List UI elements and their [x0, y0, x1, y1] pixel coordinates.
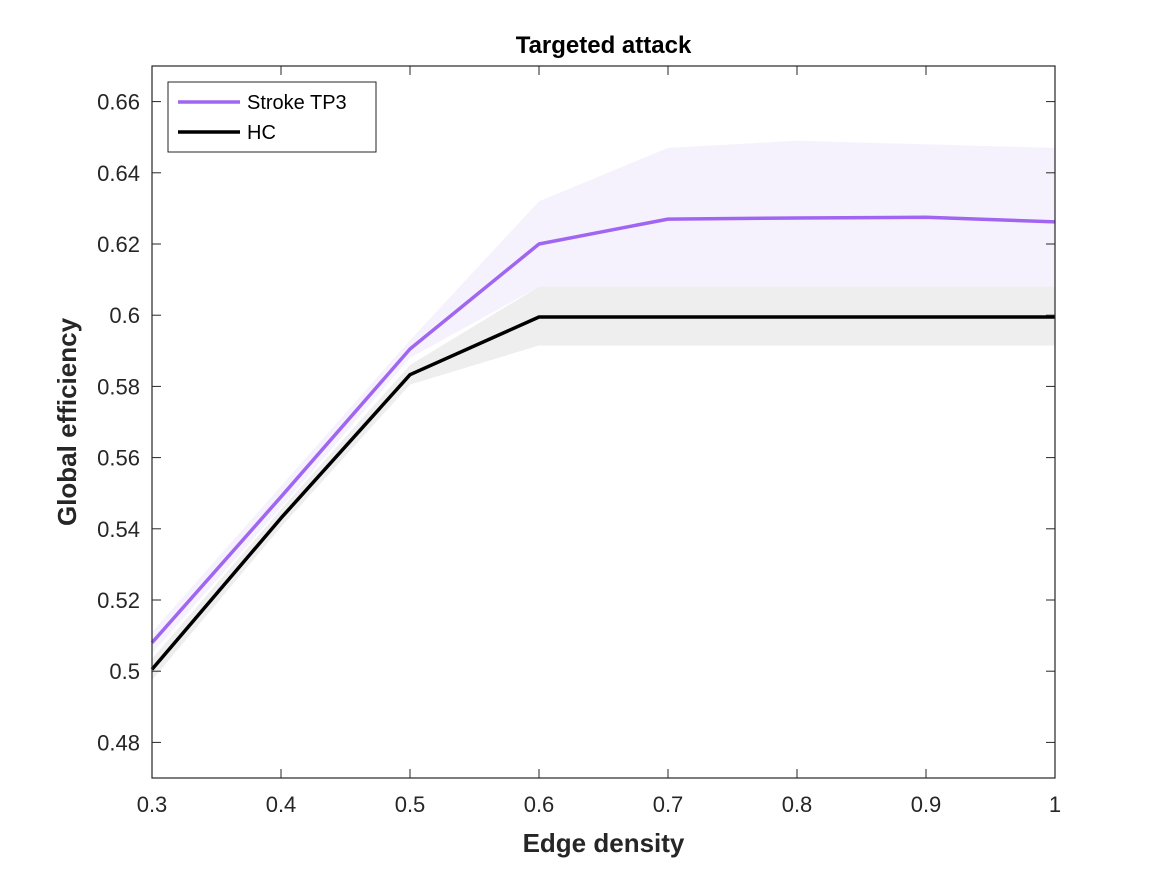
y-tick-label: 0.5 — [109, 659, 140, 684]
y-tick-label: 0.52 — [97, 588, 140, 613]
series-lines — [150, 215, 1056, 671]
x-tick-label: 0.8 — [782, 792, 813, 817]
legend-label-hc: HC — [247, 122, 276, 144]
legend: Stroke TP3 HC — [167, 81, 377, 153]
y-tick-label: 0.6 — [109, 303, 140, 328]
y-tick-label: 0.66 — [97, 90, 140, 115]
x-tick-labels: 0.3 0.4 0.5 0.6 0.7 0.8 0.9 1 — [137, 792, 1061, 817]
band-stroke-tp3 — [152, 140, 1055, 654]
y-tick-label: 0.62 — [97, 232, 140, 257]
x-tick-label: 0.4 — [266, 792, 297, 817]
x-tick-label: 1 — [1049, 792, 1061, 817]
x-tick-label: 0.9 — [911, 792, 942, 817]
band-hc — [152, 286, 1055, 681]
legend-box — [167, 81, 377, 153]
x-tick-label: 0.7 — [653, 792, 684, 817]
x-axis-label: Edge density — [523, 828, 685, 858]
legend-label-stroke-tp3: Stroke TP3 — [247, 92, 347, 114]
y-axis-label: Global efficiency — [52, 317, 82, 526]
confidence-bands — [152, 140, 1055, 681]
y-tick-label: 0.48 — [97, 730, 140, 755]
y-tick-label: 0.54 — [97, 517, 140, 542]
x-tick-label: 0.5 — [395, 792, 426, 817]
x-tick-label: 0.3 — [137, 792, 168, 817]
line-hc — [150, 315, 1055, 671]
plot-frame — [151, 65, 1056, 779]
y-tick-label: 0.58 — [97, 374, 140, 399]
chart-title: Targeted attack — [516, 32, 692, 59]
y-tick-labels: 0.48 0.5 0.52 0.54 0.56 0.58 0.6 0.62 0.64 0.66 — [97, 90, 140, 756]
line-stroke-tp3 — [150, 215, 1056, 644]
y-tick-label: 0.64 — [97, 161, 140, 186]
x-tick-label: 0.6 — [524, 792, 555, 817]
y-tick-label: 0.56 — [97, 446, 140, 471]
